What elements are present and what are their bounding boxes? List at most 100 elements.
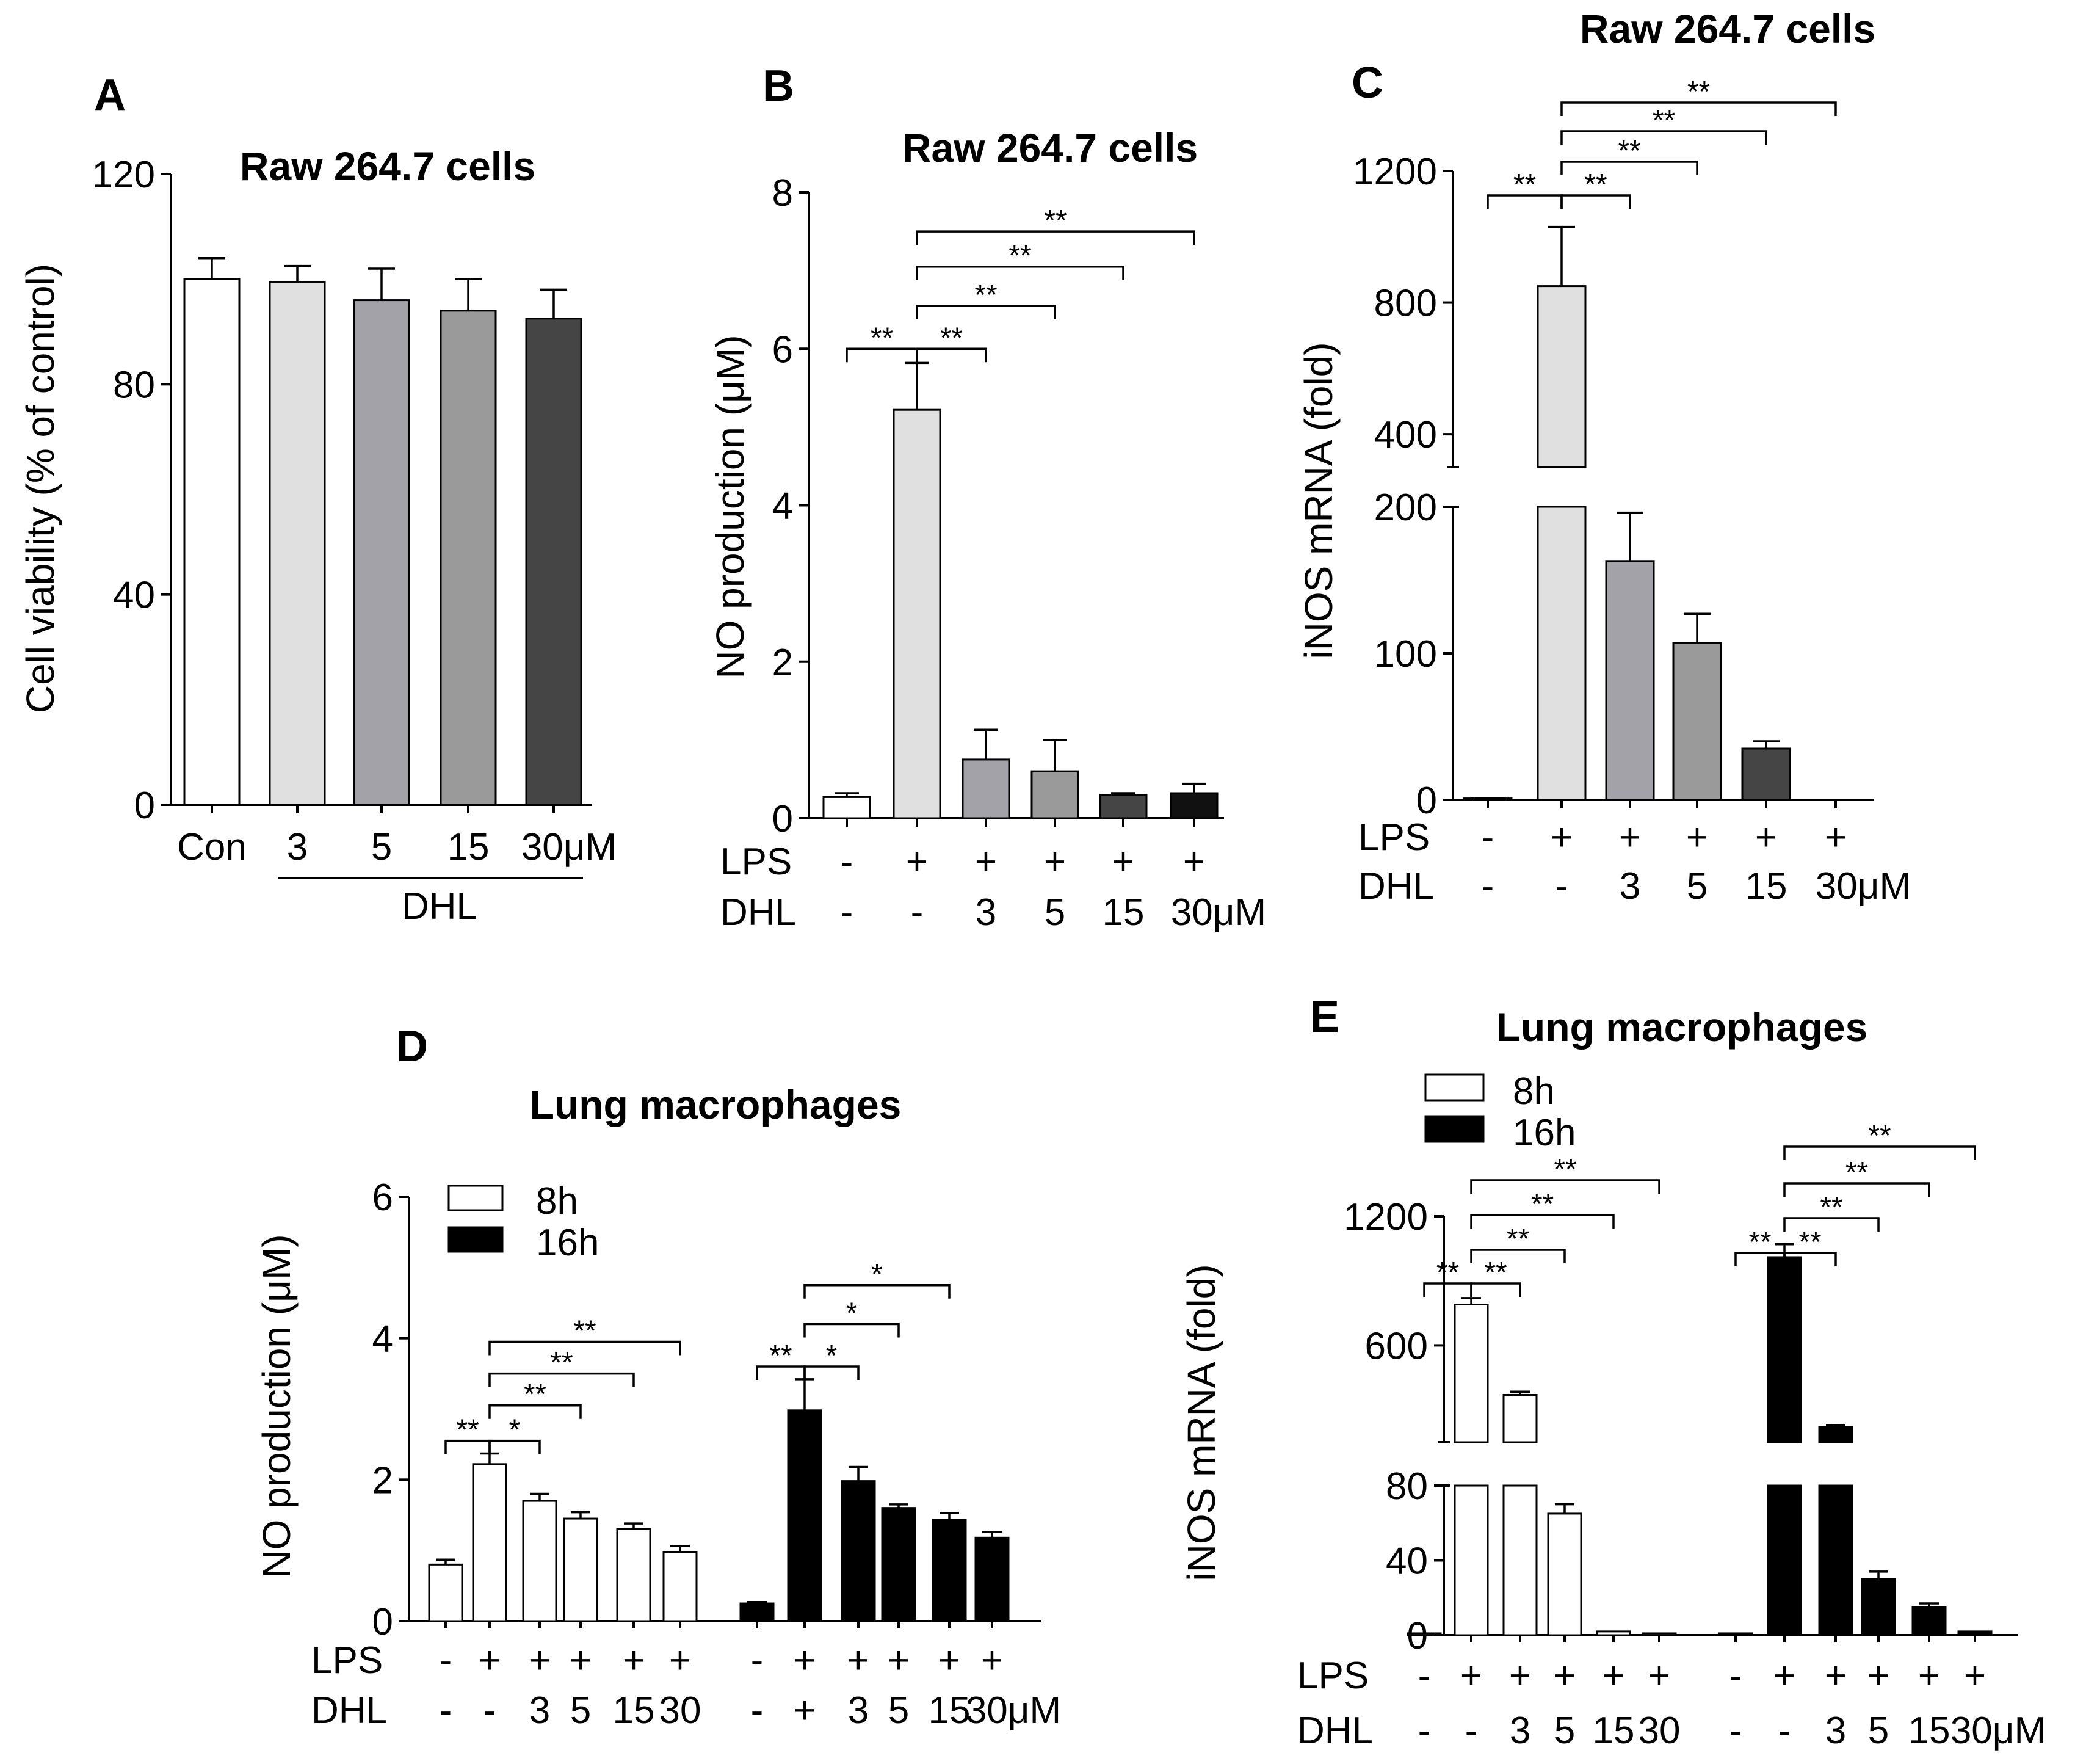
panel-e-error-bar-8h [1510, 1390, 1530, 1395]
panel-e-significance-bracket [1470, 1249, 1566, 1263]
panel-c-row-label: LPS [1358, 816, 1430, 858]
panel-c-bar [1605, 560, 1655, 801]
panel-e-significance-bracket-label: ** [1436, 1257, 1459, 1289]
panel-d-error-bar-16h [940, 1512, 959, 1520]
panel-d-bar-16h [881, 1507, 916, 1622]
panel-c-significance-bracket-label: ** [1618, 135, 1640, 167]
panel-b-y-axis-label: NO production (μM) [708, 335, 752, 678]
panel-b-no-production-chart: B Raw 264.7 cells NO production (μM) 0 2 4 6 8 L… [708, 62, 1266, 934]
panel-d-bar-8h [522, 1500, 557, 1622]
panel-e-bar-8h [1596, 1630, 1631, 1636]
panel-b-bar [1170, 792, 1219, 819]
panel-e-y-tick-label: 40 [1386, 1541, 1428, 1583]
panel-d-row-value: + [794, 1639, 816, 1682]
panel-d-row-value: 3 [848, 1690, 869, 1732]
panel-d-bar-16h [739, 1602, 775, 1622]
panel-d-error-bar-16h [889, 1503, 908, 1508]
panel-c-significance-bracket-label: ** [1513, 169, 1536, 201]
panel-d-row-value: - [440, 1639, 452, 1682]
panel-e-bar-16h [1767, 1256, 1802, 1443]
panel-e-row-value: 15 [1593, 1710, 1635, 1752]
panel-b-y-tick-label: 6 [772, 328, 793, 371]
panel-e-significance-bracket [1783, 1252, 1837, 1266]
panel-b-significance-bracket-label: ** [1009, 240, 1031, 272]
panel-e-bar-8h [1642, 1632, 1677, 1636]
panel-c-significance-bracket-label: ** [1687, 76, 1710, 108]
panel-b-bar [822, 796, 871, 819]
panel-d-error-bar-8h [530, 1492, 549, 1501]
panel-b-significance-bracket [916, 305, 1056, 319]
panel-e-row-value: + [1825, 1655, 1847, 1697]
panel-d-title: Lung macrophages [530, 1082, 902, 1127]
panel-a-error-bar [455, 278, 482, 311]
panel-c-row-value: 30μM [1816, 865, 1911, 907]
panel-d-error-bar-8h [436, 1558, 455, 1565]
panel-d-row-value: 5 [888, 1690, 909, 1732]
panel-e-row-value: 30μM [1950, 1710, 2046, 1752]
panel-e-row-value: - [1729, 1655, 1742, 1697]
panel-d-error-bar-8h [670, 1545, 690, 1552]
panel-b-bar [893, 408, 941, 819]
panel-b-significance-bracket [916, 347, 987, 363]
panel-d-significance-bracket-label: ** [769, 1340, 792, 1372]
panel-d-significance-bracket-label: * [846, 1298, 858, 1330]
panel-e-bar-16h [1818, 1426, 1853, 1443]
panel-d-legend-swatch-16h [447, 1226, 504, 1253]
panel-c-y-axis-label: iNOS mRNA (fold) [1297, 342, 1341, 659]
panel-e-bar-8h [1502, 1393, 1538, 1443]
panel-e-significance-bracket-label: ** [1507, 1223, 1529, 1255]
panel-a-x-label: 30μM [521, 826, 617, 868]
panel-d-error-bar-16h [747, 1600, 767, 1604]
panel-e-legend-label-16h: 16h [1513, 1112, 1576, 1154]
panel-b-significance-bracket-label: ** [974, 279, 997, 311]
panel-d-y-tick-label: 2 [372, 1459, 393, 1501]
panel-e-significance-bracket [1470, 1214, 1615, 1229]
panel-d-no-production-chart: D Lung macrophages NO production (μM) 0 2 4 6 8… [255, 1022, 1061, 1732]
panel-d-significance-bracket-label: ** [573, 1315, 596, 1347]
panel-b-row-value: + [975, 841, 997, 883]
panel-c-significance-bracket [1560, 130, 1767, 145]
panel-e-bar-16h [1911, 1606, 1947, 1636]
panel-c-significance-bracket-label: ** [1584, 169, 1607, 201]
panel-d-significance-bracket-label: ** [456, 1414, 479, 1446]
panel-e-error-bar-8h [1461, 1297, 1481, 1305]
panel-e-row-label: DHL [1297, 1710, 1373, 1752]
panel-b-bar [1099, 794, 1148, 819]
panel-c-y-tick-label: 1200 [1353, 151, 1437, 193]
panel-c-y-tick-label: 800 [1374, 283, 1437, 325]
panel-e-row-value: - [1778, 1710, 1791, 1752]
panel-d-row-label: LPS [311, 1639, 383, 1682]
panel-b-significance-bracket-label: ** [1044, 205, 1067, 237]
panel-e-bar-8h-lower-segment [1502, 1484, 1538, 1636]
panel-b-row-label: DHL [720, 891, 796, 934]
panel-c-y-tick-label: 100 [1374, 633, 1437, 675]
panel-c-row-value: + [1755, 816, 1777, 858]
panel-a-y-tick-label: 120 [92, 154, 155, 196]
panel-a-error-bar [284, 264, 311, 282]
panel-b-significance-bracket-label: ** [871, 322, 893, 354]
panel-e-legend-swatch-16h [1424, 1115, 1485, 1143]
panel-c-bar [1537, 285, 1587, 468]
panel-b-row-value: 5 [1045, 891, 1065, 934]
panel-c-error-bar [1548, 225, 1575, 286]
panel-e-y-tick-label: 1200 [1344, 1196, 1428, 1238]
panel-e-error-bar-8h [1555, 1503, 1574, 1514]
panel-a-y-tick-label: 0 [134, 785, 155, 827]
panel-e-letter: E [1310, 993, 1339, 1042]
panel-e-row-value: + [1648, 1655, 1670, 1697]
panel-c-row-value: + [1686, 816, 1708, 858]
panel-b-y-tick-label: 4 [772, 485, 793, 528]
panel-e-bar-16h [1957, 1630, 1993, 1636]
panel-e-significance-bracket-label: ** [1554, 1153, 1576, 1186]
panel-d-row-value: 30μM [966, 1690, 1061, 1732]
panel-b-row-value: + [1044, 841, 1066, 883]
panel-d-legend-swatch-8h [447, 1185, 504, 1211]
panel-b-row-value: - [841, 891, 853, 934]
panel-d-error-bar-16h [795, 1378, 814, 1410]
panel-d-row-label: DHL [311, 1690, 387, 1732]
panel-d-bar-8h [428, 1563, 463, 1622]
panel-e-row-value: + [1867, 1655, 1889, 1697]
panel-b-error-bar [1043, 739, 1067, 772]
panel-d-y-tick-label: 6 [372, 1177, 393, 1219]
panel-c-axes [1447, 171, 1874, 801]
